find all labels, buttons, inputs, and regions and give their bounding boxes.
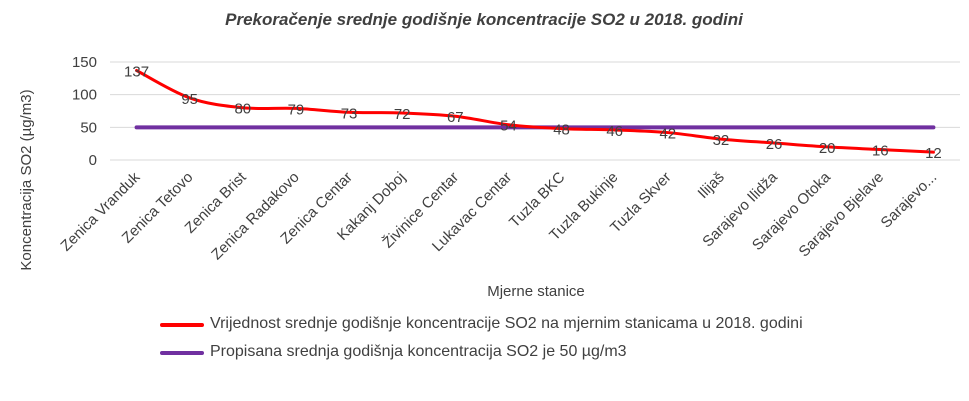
x-axis-title: Mjerne stanice xyxy=(487,283,585,300)
legend-swatch-purple xyxy=(160,351,204,355)
legend-item-series-2: Propisana srednja godišnja koncentracija… xyxy=(160,341,880,363)
legend-item-series-1: Vrijednost srednje godišnje koncentracij… xyxy=(160,313,880,335)
y-axis-ticks: 0 50 100 150 xyxy=(72,54,97,169)
data-label: 20 xyxy=(819,140,836,157)
y-tick-label: 0 xyxy=(89,152,97,169)
y-tick-label: 100 xyxy=(72,87,97,104)
data-label: 46 xyxy=(606,123,623,140)
data-label: 48 xyxy=(553,122,570,139)
data-labels: 137 95 80 79 73 72 67 54 48 46 42 32 26 20 16 12 xyxy=(124,63,942,162)
series-line-so2-values xyxy=(135,68,935,154)
y-tick-label: 150 xyxy=(72,54,97,71)
data-label: 79 xyxy=(288,101,305,118)
data-label: 137 xyxy=(124,63,149,80)
x-tick-label: Ilijaš xyxy=(695,169,728,202)
data-label: 42 xyxy=(659,126,676,143)
y-tick-label: 50 xyxy=(80,119,97,136)
legend: Vrijednost srednje godišnje koncentracij… xyxy=(160,313,880,369)
data-label: 54 xyxy=(500,118,517,135)
legend-label: Vrijednost srednje godišnje koncentracij… xyxy=(210,315,803,332)
data-label: 72 xyxy=(394,106,411,123)
x-tick-label: Sarajevo... xyxy=(878,169,941,232)
chart-title: Prekoračenje srednje godišnje koncentrac… xyxy=(225,10,744,29)
data-label: 73 xyxy=(341,105,358,122)
data-label: 12 xyxy=(925,145,942,162)
y-axis-title: Koncentracija SO2 (µg/m3) xyxy=(18,89,35,270)
series-lines xyxy=(134,68,936,154)
legend-swatch-red xyxy=(160,323,204,327)
data-label: 26 xyxy=(766,136,783,153)
data-label: 67 xyxy=(447,109,464,126)
data-label: 32 xyxy=(713,132,730,149)
data-label: 80 xyxy=(234,101,251,118)
data-label: 95 xyxy=(181,91,198,108)
legend-label: Propisana srednja godišnja koncentracija… xyxy=(210,343,627,360)
data-label: 16 xyxy=(872,143,889,160)
